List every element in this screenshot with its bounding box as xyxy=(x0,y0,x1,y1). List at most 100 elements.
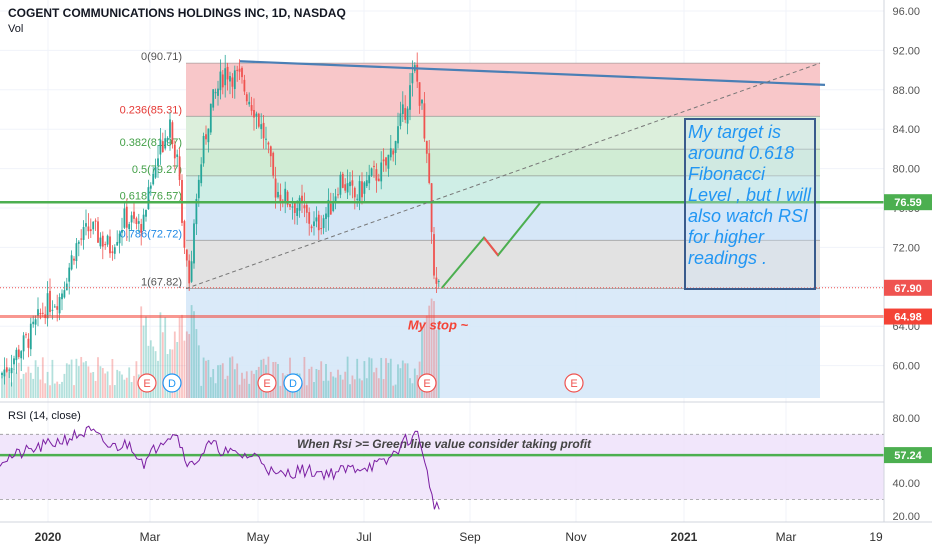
candle-body xyxy=(68,267,71,282)
volume-bar xyxy=(229,357,231,398)
candle-body xyxy=(171,122,174,145)
event-label: E xyxy=(263,378,270,390)
volume-bar xyxy=(332,376,335,398)
volume-bar xyxy=(428,305,431,398)
candle-body xyxy=(404,108,407,120)
volume-bar xyxy=(147,345,150,398)
fib-level-label: 0.236(85.31) xyxy=(120,104,182,116)
volume-bar xyxy=(363,361,366,398)
candle-body xyxy=(82,226,85,240)
candle-body xyxy=(341,173,344,188)
candle-body xyxy=(3,369,6,377)
candle-body xyxy=(113,247,116,254)
candle-body xyxy=(152,173,155,185)
price-badge xyxy=(884,279,932,296)
candle-body xyxy=(243,79,246,92)
volume-bar xyxy=(39,379,42,398)
event-label: E xyxy=(423,378,430,390)
volume-bar xyxy=(255,370,258,398)
fib-band xyxy=(186,175,820,203)
candle-body xyxy=(310,226,313,229)
volume-bar xyxy=(85,361,87,398)
volume-bar xyxy=(349,384,351,398)
candle-body xyxy=(85,223,87,227)
price-badge-label: 76.59 xyxy=(894,197,922,209)
volume-bar xyxy=(97,357,99,398)
candle-body xyxy=(75,243,78,262)
volume-bar xyxy=(140,306,143,398)
candle-body xyxy=(164,138,167,149)
projection-red xyxy=(483,236,499,256)
candle-body xyxy=(377,178,380,182)
rsi-badge xyxy=(884,447,932,464)
volume-bar xyxy=(113,385,116,398)
volume-bar xyxy=(217,365,219,398)
candle-body xyxy=(219,71,222,91)
candle-body xyxy=(337,194,339,196)
volume-bar xyxy=(356,358,359,398)
candle-body xyxy=(253,109,255,118)
volume-bar xyxy=(327,380,330,398)
rsi-line xyxy=(0,425,440,510)
volume-bar xyxy=(63,373,66,398)
volume-bar xyxy=(308,368,311,398)
volume-bar xyxy=(157,360,159,398)
volume-bar xyxy=(118,371,121,398)
volume-bar xyxy=(49,385,51,398)
volume-bar xyxy=(142,325,145,398)
volume-bar xyxy=(77,366,80,398)
volume-bar xyxy=(406,363,409,398)
volume-bar xyxy=(44,383,47,398)
volume-bar xyxy=(397,364,399,398)
event-marker xyxy=(137,373,157,393)
candle-body xyxy=(1,373,3,375)
rsi-band xyxy=(0,434,884,500)
volume-bar xyxy=(421,327,423,398)
volume-bar xyxy=(183,340,186,398)
candle-body xyxy=(169,119,171,138)
volume-bar xyxy=(277,364,279,398)
event-label: D xyxy=(289,378,297,390)
event-marker xyxy=(257,373,277,393)
volume-bar xyxy=(58,384,61,398)
candle-body xyxy=(147,187,150,210)
volume-bar xyxy=(75,358,78,398)
candle-body xyxy=(25,334,27,336)
candle-body xyxy=(53,306,56,308)
price-badge xyxy=(884,194,932,211)
time-tick-label: May xyxy=(247,530,270,544)
volume-bar xyxy=(34,360,37,398)
candle-body xyxy=(255,113,258,117)
volume-bar xyxy=(178,317,181,398)
candle-body xyxy=(265,138,267,140)
candle-body xyxy=(130,215,133,223)
candle-body xyxy=(29,323,32,350)
candle-body xyxy=(176,154,179,157)
fib-band xyxy=(186,202,820,241)
candle-body xyxy=(291,206,294,208)
candle-body xyxy=(221,74,224,88)
candle-body xyxy=(70,255,73,270)
candle-body xyxy=(303,205,306,209)
time-tick-label: 19 xyxy=(869,530,883,544)
volume-bar xyxy=(233,369,236,398)
candle-body xyxy=(293,202,296,213)
fib-level-label: 0.382(81.97) xyxy=(120,137,182,149)
volume-bar xyxy=(409,378,411,398)
candle-body xyxy=(22,335,25,352)
volume-bar xyxy=(411,383,414,398)
candle-body xyxy=(241,67,243,78)
candle-body xyxy=(380,162,383,182)
volume-bar xyxy=(236,363,239,398)
volume-bar xyxy=(394,384,397,398)
candle-body xyxy=(399,113,402,126)
volume-bar xyxy=(92,371,95,398)
candle-body xyxy=(346,183,349,193)
rsi-label: RSI (14, close) xyxy=(8,410,81,422)
candle-body xyxy=(305,204,308,213)
rsi-note: When Rsi >= Green line value consider ta… xyxy=(297,437,592,451)
volume-bar xyxy=(32,378,35,398)
volume-bar xyxy=(1,372,3,398)
volume-bar xyxy=(380,357,383,398)
